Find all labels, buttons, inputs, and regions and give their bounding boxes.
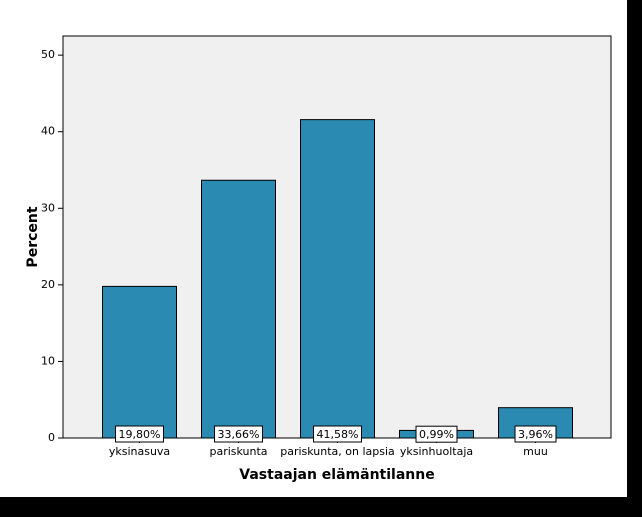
y-tick-label: 20 [41, 278, 55, 291]
y-tick-label: 0 [48, 431, 55, 444]
y-tick-label: 30 [41, 201, 55, 214]
value-label-box [313, 425, 362, 443]
value-label: 33,66% [218, 428, 260, 441]
y-tick-label: 10 [41, 354, 55, 367]
bar [102, 285, 177, 439]
y-tick-label: 50 [41, 48, 55, 61]
bar [300, 119, 375, 439]
value-label: 19,80% [119, 428, 161, 441]
x-tick-label: pariskunta [209, 445, 267, 458]
value-label-box [115, 425, 164, 443]
value-label: 41,58% [317, 428, 359, 441]
x-tick-label: muu [523, 445, 548, 458]
value-label: 3,96% [518, 428, 553, 441]
x-tick-label: yksinhuoltaja [400, 445, 473, 458]
bar [201, 179, 276, 439]
x-tick-label: pariskunta, on lapsia [280, 445, 395, 458]
value-label-box [514, 425, 557, 443]
value-label-box [415, 425, 458, 443]
x-axis-title: Vastaajan elämäntilanne [239, 467, 434, 483]
y-tick-label: 40 [41, 125, 55, 138]
value-label: 0,99% [419, 428, 454, 441]
value-label-box [214, 425, 263, 443]
x-tick-label: yksinasuva [109, 445, 170, 458]
y-axis-title: Percent [25, 206, 41, 267]
